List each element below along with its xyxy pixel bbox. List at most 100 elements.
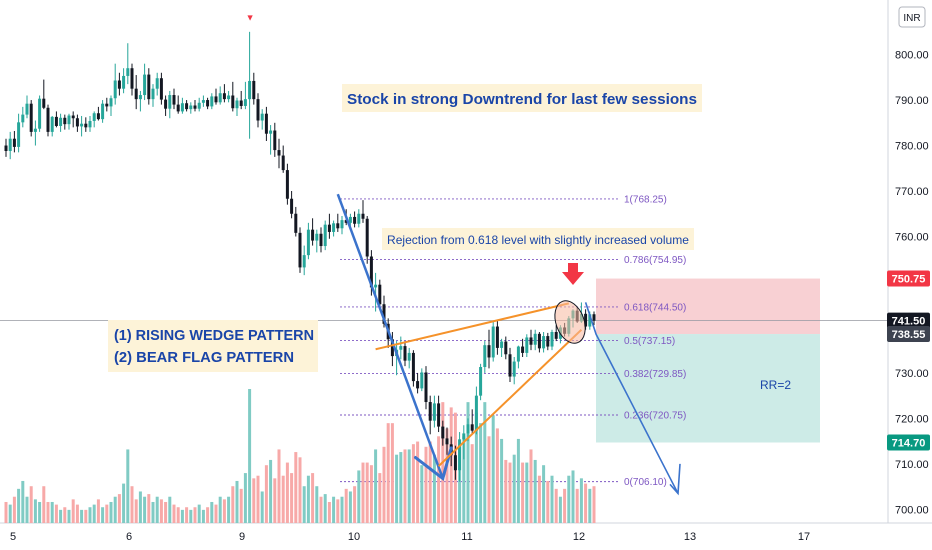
time-axis[interactable]: 5 6 9 10 11 12 13 17 <box>10 531 810 543</box>
candle[interactable] <box>197 97 201 112</box>
candle[interactable] <box>193 100 197 112</box>
candle[interactable] <box>109 95 113 116</box>
candle[interactable] <box>424 366 428 410</box>
candle[interactable] <box>67 113 71 130</box>
candle[interactable] <box>105 97 109 112</box>
candle[interactable] <box>42 79 46 110</box>
candle[interactable] <box>71 111 75 128</box>
candle[interactable] <box>256 93 260 128</box>
candle[interactable] <box>155 72 159 96</box>
candle[interactable] <box>231 81 235 112</box>
candle[interactable] <box>521 338 525 358</box>
candle[interactable] <box>474 386 478 435</box>
candle[interactable] <box>554 325 558 342</box>
candle[interactable] <box>96 106 100 121</box>
candle[interactable] <box>164 95 168 116</box>
candle[interactable] <box>302 245 306 276</box>
candle[interactable] <box>403 341 407 367</box>
candle[interactable] <box>315 229 319 253</box>
candle[interactable] <box>294 206 298 237</box>
candle[interactable] <box>92 111 96 128</box>
candle[interactable] <box>529 329 533 351</box>
candle[interactable] <box>134 75 138 110</box>
candle[interactable] <box>306 222 310 260</box>
candle[interactable] <box>33 120 37 146</box>
candle[interactable] <box>54 111 58 128</box>
candle[interactable] <box>311 218 315 246</box>
candle[interactable] <box>495 320 499 355</box>
candle[interactable] <box>470 409 474 435</box>
candle[interactable] <box>17 113 21 153</box>
candle[interactable] <box>533 329 537 351</box>
candle[interactable] <box>235 97 239 116</box>
candle[interactable] <box>491 320 495 362</box>
candle[interactable] <box>399 336 403 360</box>
candle[interactable] <box>550 329 554 351</box>
candle[interactable] <box>4 138 8 157</box>
candle[interactable] <box>537 331 541 353</box>
candle[interactable] <box>340 216 344 235</box>
candle[interactable] <box>206 97 210 110</box>
candle[interactable] <box>437 395 441 433</box>
candle[interactable] <box>29 100 33 137</box>
candle[interactable] <box>159 72 163 105</box>
candle[interactable] <box>185 100 189 112</box>
candle[interactable] <box>113 63 117 105</box>
candle[interactable] <box>248 31 252 139</box>
candle[interactable] <box>500 338 504 358</box>
candle[interactable] <box>390 331 394 367</box>
candle[interactable] <box>483 341 487 373</box>
candle[interactable] <box>12 130 16 153</box>
candle[interactable] <box>361 200 365 223</box>
candle[interactable] <box>126 43 130 85</box>
candle[interactable] <box>176 95 180 114</box>
candle[interactable] <box>46 104 50 137</box>
candle[interactable] <box>117 72 121 96</box>
candle[interactable] <box>416 372 420 394</box>
candle[interactable] <box>130 63 134 96</box>
candle[interactable] <box>143 63 147 101</box>
candle[interactable] <box>504 336 508 360</box>
candle[interactable] <box>264 106 268 141</box>
candle[interactable] <box>277 138 281 169</box>
candle[interactable] <box>80 115 84 137</box>
candle[interactable] <box>592 311 596 326</box>
candle[interactable] <box>222 84 226 103</box>
candle[interactable] <box>487 329 491 369</box>
candle[interactable] <box>201 95 205 107</box>
candle[interactable] <box>273 122 277 157</box>
candle[interactable] <box>546 332 550 351</box>
rejection-callout[interactable]: Rejection from 0.618 level with slightly… <box>382 228 694 250</box>
candle[interactable] <box>445 427 449 455</box>
candle[interactable] <box>50 115 54 137</box>
candle[interactable] <box>319 227 323 253</box>
candle[interactable] <box>210 93 214 110</box>
candle[interactable] <box>214 88 218 105</box>
candle[interactable] <box>281 145 285 173</box>
candle[interactable] <box>353 211 357 228</box>
candle[interactable] <box>441 420 445 446</box>
candle[interactable] <box>252 72 256 105</box>
candle[interactable] <box>88 115 92 132</box>
candle[interactable] <box>298 227 302 273</box>
pattern-callout[interactable]: (1) RISING WEDGE PATTERN (2) BEAR FLAG P… <box>108 320 318 372</box>
candle[interactable] <box>243 81 247 110</box>
candle[interactable] <box>25 95 29 119</box>
candle[interactable] <box>336 213 340 232</box>
candle[interactable] <box>411 350 415 387</box>
candle[interactable] <box>285 163 289 205</box>
candle[interactable] <box>59 113 63 132</box>
candle[interactable] <box>168 90 172 119</box>
candle[interactable] <box>122 68 126 94</box>
candle[interactable] <box>365 216 369 264</box>
candle[interactable] <box>260 109 264 130</box>
candle[interactable] <box>38 95 42 132</box>
candle[interactable] <box>479 363 483 401</box>
candle[interactable] <box>327 213 331 239</box>
candle[interactable] <box>290 191 294 219</box>
candle[interactable] <box>218 86 222 105</box>
candle[interactable] <box>172 88 176 110</box>
candle[interactable] <box>151 84 155 107</box>
candle[interactable] <box>516 345 520 369</box>
